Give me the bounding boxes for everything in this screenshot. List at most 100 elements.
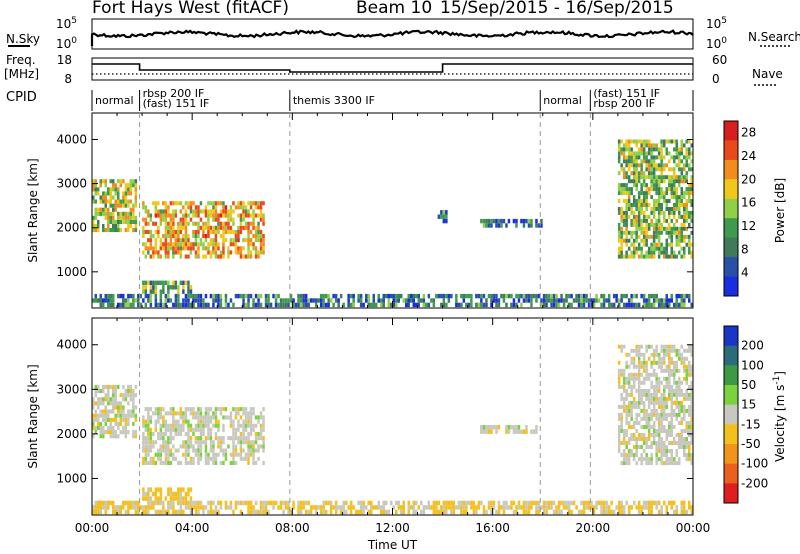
- echo-cell: [219, 250, 223, 255]
- echo-cell: [622, 376, 626, 381]
- echo-cell: [620, 453, 623, 457]
- echo-cell: [172, 213, 175, 218]
- echo-cell: [632, 400, 636, 405]
- echo-cell: [645, 143, 648, 148]
- echo-cell: [652, 408, 656, 413]
- echo-cell: [247, 456, 250, 461]
- echo-cell: [642, 143, 646, 148]
- echo-cell: [635, 429, 638, 433]
- colorbar-tick-label: 16: [741, 196, 756, 210]
- echo-cell: [179, 509, 183, 515]
- echo-cell: [112, 298, 115, 303]
- echo-cell: [144, 460, 148, 465]
- echo-cell: [632, 151, 636, 156]
- echo-cell: [159, 293, 163, 299]
- echo-cell: [597, 500, 601, 506]
- echo-cell: [637, 222, 641, 227]
- echo-cell: [663, 199, 666, 203]
- echo-cell: [182, 487, 185, 492]
- echo-cell: [635, 203, 638, 207]
- echo-cell: [630, 505, 633, 510]
- echo-cell: [142, 250, 145, 255]
- echo-cell: [129, 219, 133, 224]
- echo-cell: [92, 195, 95, 200]
- echo-cell: [102, 211, 105, 216]
- echo-cell: [600, 293, 603, 299]
- echo-cell: [164, 444, 168, 449]
- echo-cell: [668, 159, 671, 164]
- echo-cell: [420, 500, 423, 506]
- echo-cell: [673, 191, 676, 196]
- echo-cell: [174, 411, 178, 416]
- echo-cell: [254, 440, 258, 445]
- echo-cell: [630, 159, 633, 164]
- echo-cell: [242, 440, 245, 445]
- echo-cell: [397, 293, 400, 299]
- echo-cell: [397, 505, 400, 510]
- echo-cell: [625, 445, 628, 449]
- echo-cell: [495, 298, 498, 303]
- echo-cell: [680, 360, 683, 365]
- echo-cell: [585, 298, 588, 303]
- echo-cell: [627, 392, 631, 397]
- echo-cell: [159, 298, 163, 303]
- echo-cell: [632, 360, 636, 365]
- echo-cell: [232, 448, 235, 453]
- echo-cell: [678, 199, 681, 203]
- echo-cell: [635, 376, 638, 381]
- echo-cell: [627, 143, 631, 148]
- echo-cell: [625, 380, 628, 385]
- echo-cell: [92, 434, 95, 439]
- echo-cell: [337, 298, 340, 303]
- echo-cell: [109, 191, 112, 196]
- echo-cell: [482, 505, 486, 510]
- echo-cell: [535, 505, 538, 510]
- echo-cell: [359, 509, 363, 515]
- echo-cell: [214, 419, 218, 424]
- echo-cell: [227, 213, 230, 218]
- echo-cell: [617, 187, 621, 192]
- echo-cell: [267, 509, 270, 515]
- echo-cell: [249, 205, 253, 210]
- echo-cell: [630, 384, 633, 389]
- echo-cell: [637, 210, 641, 215]
- echo-cell: [660, 171, 663, 176]
- echo-cell: [470, 298, 473, 303]
- echo-cell: [94, 207, 97, 212]
- echo-cell: [652, 246, 656, 251]
- echo-cell: [683, 416, 686, 421]
- echo-cell: [450, 293, 453, 299]
- echo-cell: [107, 211, 110, 216]
- echo-cell: [189, 411, 193, 416]
- echo-cell: [652, 388, 656, 393]
- echo-cell: [232, 419, 235, 424]
- echo-cell: [254, 423, 258, 428]
- echo-cell: [257, 250, 260, 255]
- echo-cell: [259, 205, 263, 210]
- echo-cell: [227, 209, 230, 214]
- echo-cell: [197, 423, 200, 428]
- echo-cell: [154, 221, 158, 226]
- echo-cell: [244, 500, 248, 506]
- echo-cell: [475, 302, 478, 308]
- echo-cell: [222, 221, 225, 226]
- echo-cell: [602, 298, 606, 303]
- echo-cell: [640, 400, 643, 405]
- echo-cell: [625, 254, 628, 259]
- echo-cell: [214, 460, 218, 465]
- echo-cell: [162, 509, 165, 515]
- echo-cell: [622, 400, 626, 405]
- echo-cell: [673, 147, 676, 152]
- echo-cell: [690, 396, 693, 401]
- echo-cell: [675, 203, 678, 207]
- echo-cell: [670, 191, 673, 196]
- echo-cell: [119, 509, 122, 515]
- echo-cell: [224, 209, 228, 214]
- echo-cell: [635, 167, 638, 172]
- echo-cell: [184, 456, 188, 461]
- echo-cell: [567, 302, 571, 308]
- echo-cell: [117, 211, 120, 216]
- echo-cell: [119, 203, 122, 208]
- echo-cell: [227, 505, 230, 510]
- echo-cell: [515, 302, 518, 308]
